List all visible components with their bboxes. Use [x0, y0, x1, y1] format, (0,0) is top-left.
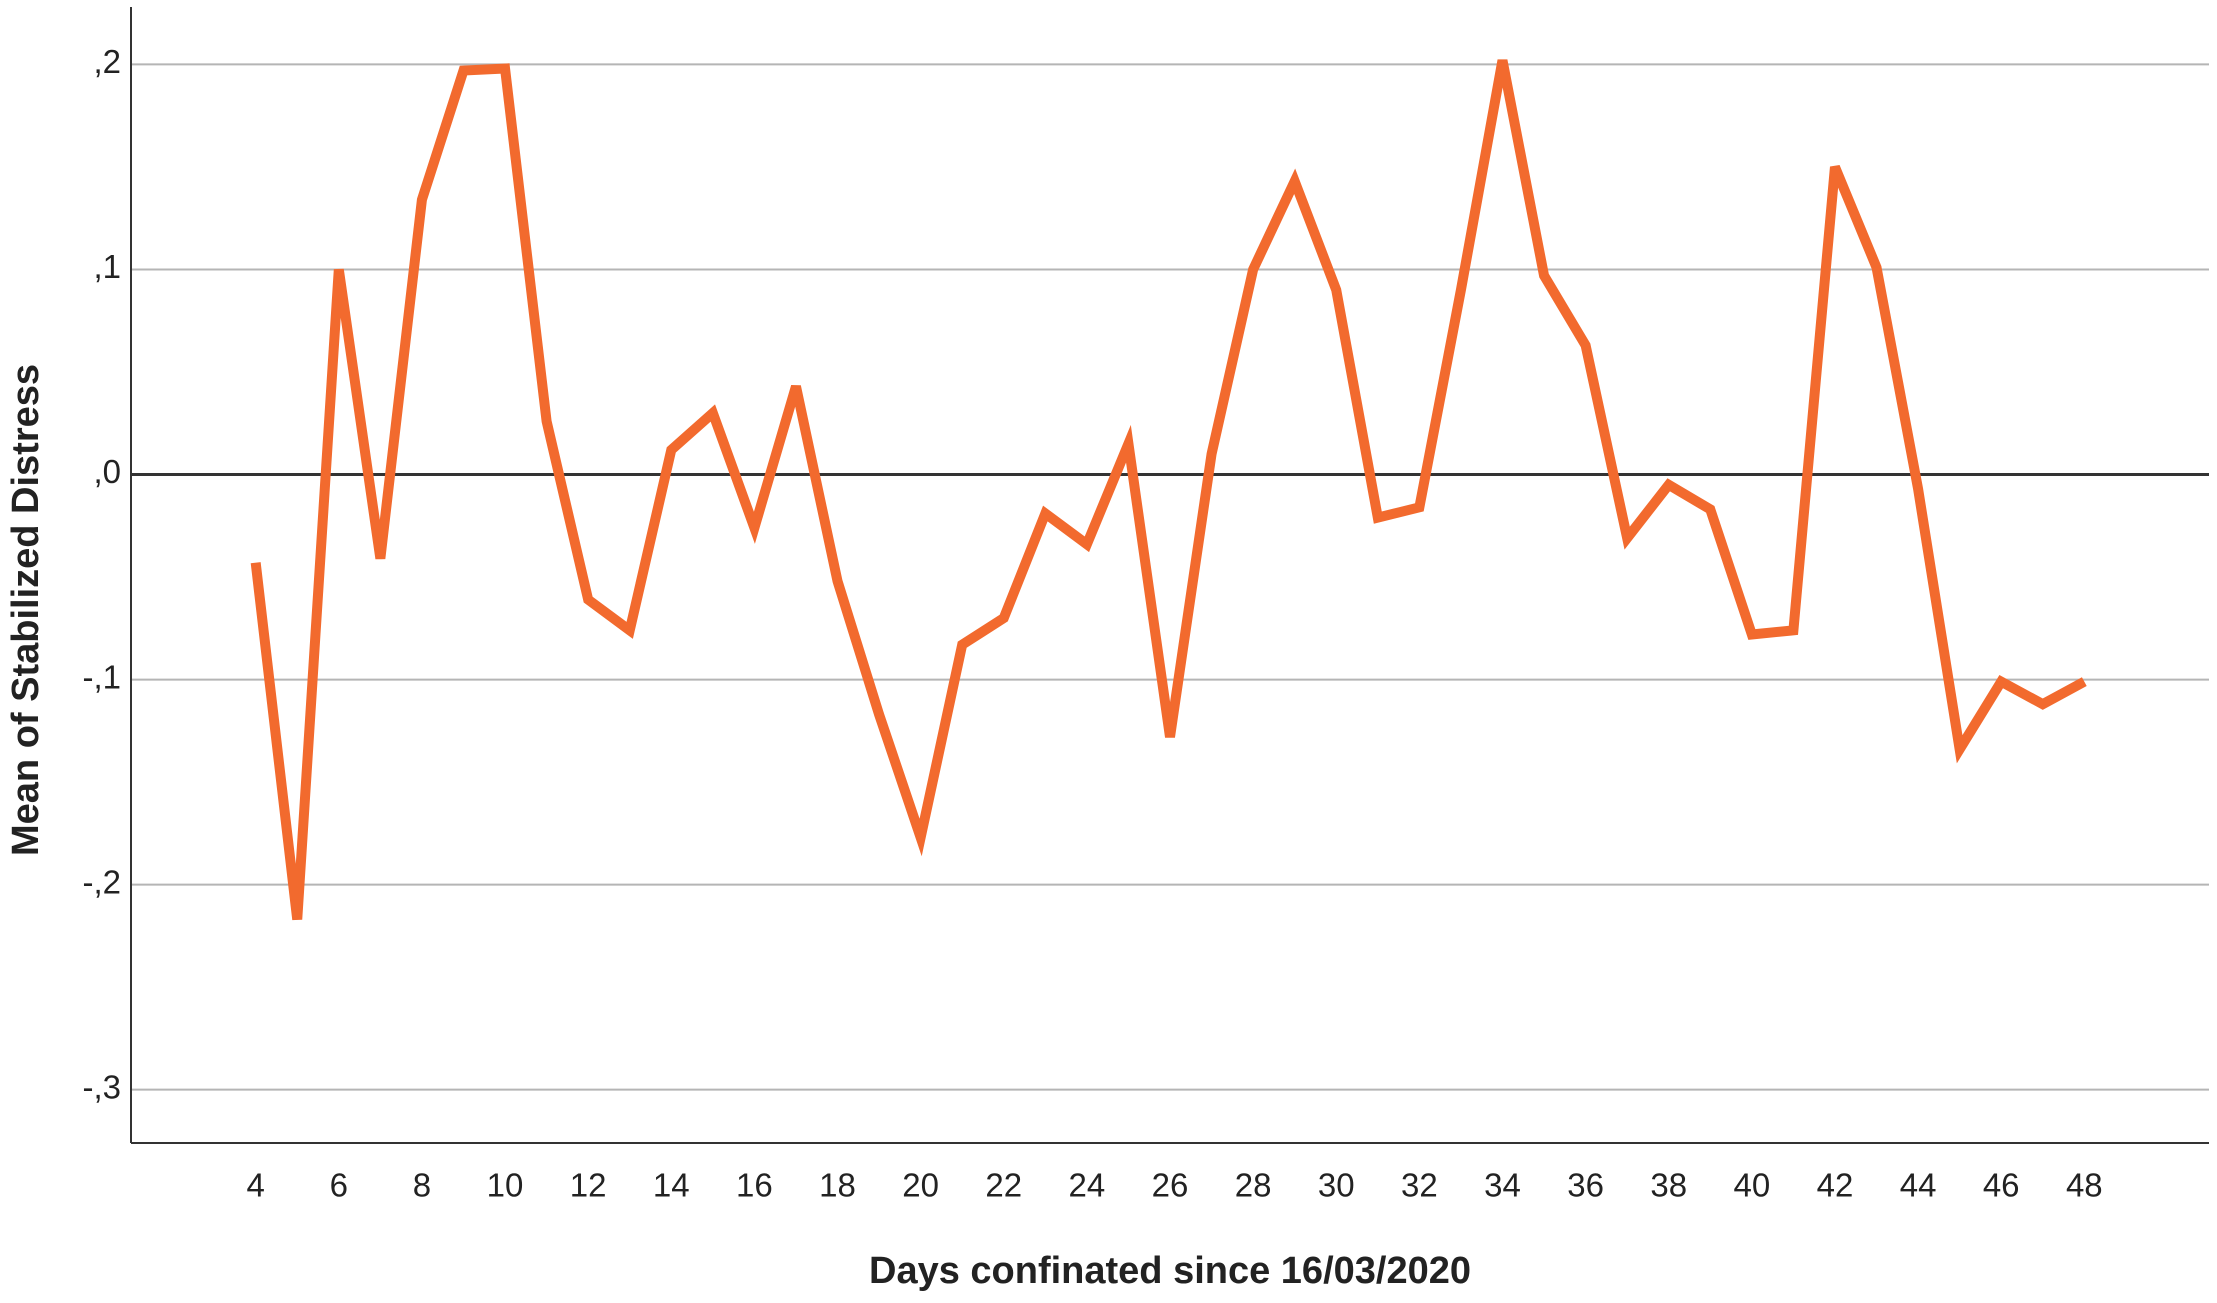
x-tick-label: 12: [570, 1167, 607, 1204]
x-tick-label: 44: [1900, 1167, 1937, 1204]
y-axis-label: Mean of Stabilized Distress: [5, 364, 47, 856]
x-tick-label: 34: [1484, 1167, 1521, 1204]
x-tick-label: 4: [247, 1167, 265, 1204]
y-tick-label: ,0: [93, 453, 121, 490]
y-tick-label: -,1: [82, 658, 121, 695]
x-tick-label: 20: [902, 1167, 939, 1204]
x-tick-label: 24: [1069, 1167, 1106, 1204]
y-tick-label: ,1: [93, 248, 121, 285]
x-tick-label: 48: [2066, 1167, 2103, 1204]
x-axis-label: Days confinated since 16/03/2020: [869, 1250, 1471, 1292]
x-tick-label: 40: [1733, 1167, 1770, 1204]
x-tick-label: 26: [1152, 1167, 1189, 1204]
x-tick-label: 38: [1650, 1167, 1687, 1204]
y-tick-label: ,2: [93, 43, 121, 80]
y-tick-label: -,2: [82, 863, 121, 900]
data-line: [250, 59, 2087, 921]
x-tick-label: 42: [1817, 1167, 1854, 1204]
x-tick-label: 8: [413, 1167, 431, 1204]
x-tick-label: 22: [985, 1167, 1022, 1204]
x-tick-label: 30: [1318, 1167, 1355, 1204]
x-tick-label: 14: [653, 1167, 690, 1204]
x-tick-label: 10: [487, 1167, 524, 1204]
x-tick-label: 46: [1983, 1167, 2020, 1204]
x-tick-label: 18: [819, 1167, 856, 1204]
x-tick-label: 32: [1401, 1167, 1438, 1204]
x-tick-label: 6: [330, 1167, 348, 1204]
x-tick-label: 28: [1235, 1167, 1272, 1204]
y-tick-label: -,3: [82, 1068, 121, 1105]
x-tick-label: 36: [1567, 1167, 1604, 1204]
x-tick-label: 16: [736, 1167, 773, 1204]
